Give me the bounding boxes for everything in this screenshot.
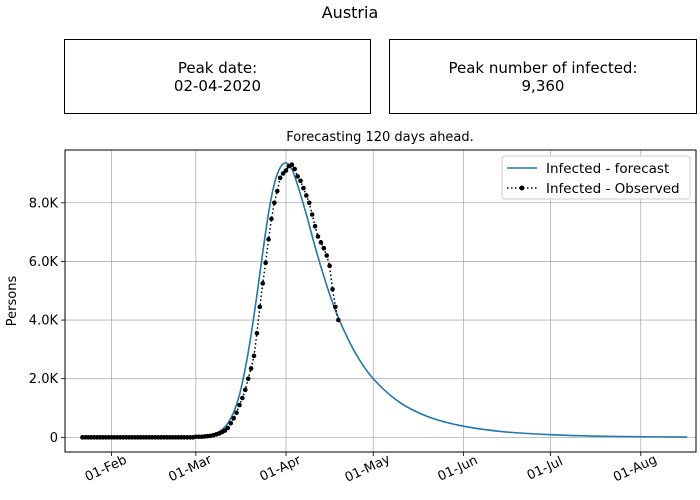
observed-point: [289, 162, 295, 167]
legend-forecast-label: Infected - forecast: [546, 161, 669, 177]
observed-point: [312, 223, 318, 229]
y-tick-label: 2.0K: [29, 372, 59, 387]
series-observed-line: [82, 163, 340, 439]
observed-point: [251, 353, 257, 359]
observed-point: [292, 166, 298, 172]
observed-point: [248, 366, 254, 371]
observed-point: [327, 263, 332, 269]
y-tick-label: 8.0K: [29, 196, 59, 211]
observed-point: [324, 253, 330, 258]
x-tick-label: 01-Aug: [611, 452, 659, 485]
observed-point: [298, 178, 303, 184]
series-layer: [80, 162, 688, 440]
observed-point: [295, 174, 300, 179]
y-tick-label: 4.0K: [29, 314, 59, 329]
observed-point: [304, 193, 309, 198]
observed-point: [257, 304, 263, 310]
observed-point: [245, 376, 251, 381]
observed-point: [309, 212, 315, 217]
observed-point: [263, 260, 268, 266]
legend: Infected - forecast Infected - Observed: [501, 155, 691, 200]
series-forecast-line: [82, 162, 688, 439]
observed-point: [272, 200, 277, 206]
peak-date-label: Peak date:: [177, 58, 258, 77]
observed-point: [260, 281, 266, 286]
peak-date-value: 02-04-2020: [173, 76, 262, 95]
observed-point: [228, 420, 234, 426]
observed-point: [274, 188, 280, 194]
observed-point: [254, 330, 260, 336]
observed-point: [336, 317, 341, 323]
observed-point: [277, 175, 283, 181]
peak-infected-box: Peak number of infected: 9,360: [389, 39, 697, 114]
observed-point: [301, 185, 306, 191]
observed-point: [222, 428, 228, 433]
x-tick-label: 01-Mar: [166, 452, 214, 485]
x-tick-label: 01-Jul: [525, 454, 565, 484]
observed-point: [321, 245, 327, 251]
x-tick-label: 01-Feb: [83, 453, 129, 485]
observed-point: [283, 168, 289, 173]
peak-infected-label: Peak number of infected:: [448, 58, 638, 77]
axis-ticks: 01-Feb 01-Mar 01-Apr 01-May 01-Jun 01-Jul 01-A…: [29, 196, 660, 486]
x-tick-label: 01-May: [343, 452, 393, 486]
observed-point: [231, 415, 236, 421]
observed-point: [318, 240, 324, 245]
observed-point: [330, 286, 335, 292]
observed-point: [266, 237, 271, 242]
observed-point: [280, 171, 286, 176]
peak-date-box: Peak date: 02-04-2020: [64, 39, 371, 114]
figure-title: Austria: [321, 3, 379, 22]
observed-point: [240, 395, 245, 401]
x-tick-label: 01-Apr: [258, 453, 304, 485]
legend-observed-marker: [519, 185, 525, 191]
observed-point: [333, 304, 338, 310]
legend-box: [501, 155, 691, 200]
x-tick-label: 01-Jun: [436, 453, 481, 484]
legend-observed-label: Infected - Observed: [546, 181, 680, 197]
observed-point: [234, 410, 239, 416]
y-tick-label: 6.0K: [29, 255, 59, 270]
plot-frame: [64, 149, 697, 453]
observed-point: [315, 234, 321, 239]
observed-point: [237, 402, 242, 408]
plot-title: Forecasting 120 days ahead.: [286, 130, 474, 145]
observed-point: [225, 425, 231, 431]
observed-point: [306, 200, 312, 206]
peak-infected-value: 9,360: [521, 76, 565, 95]
observed-point: [242, 387, 248, 393]
y-axis-label: Persons: [5, 276, 20, 327]
y-tick-label: 0: [50, 431, 58, 446]
observed-point: [269, 216, 274, 222]
